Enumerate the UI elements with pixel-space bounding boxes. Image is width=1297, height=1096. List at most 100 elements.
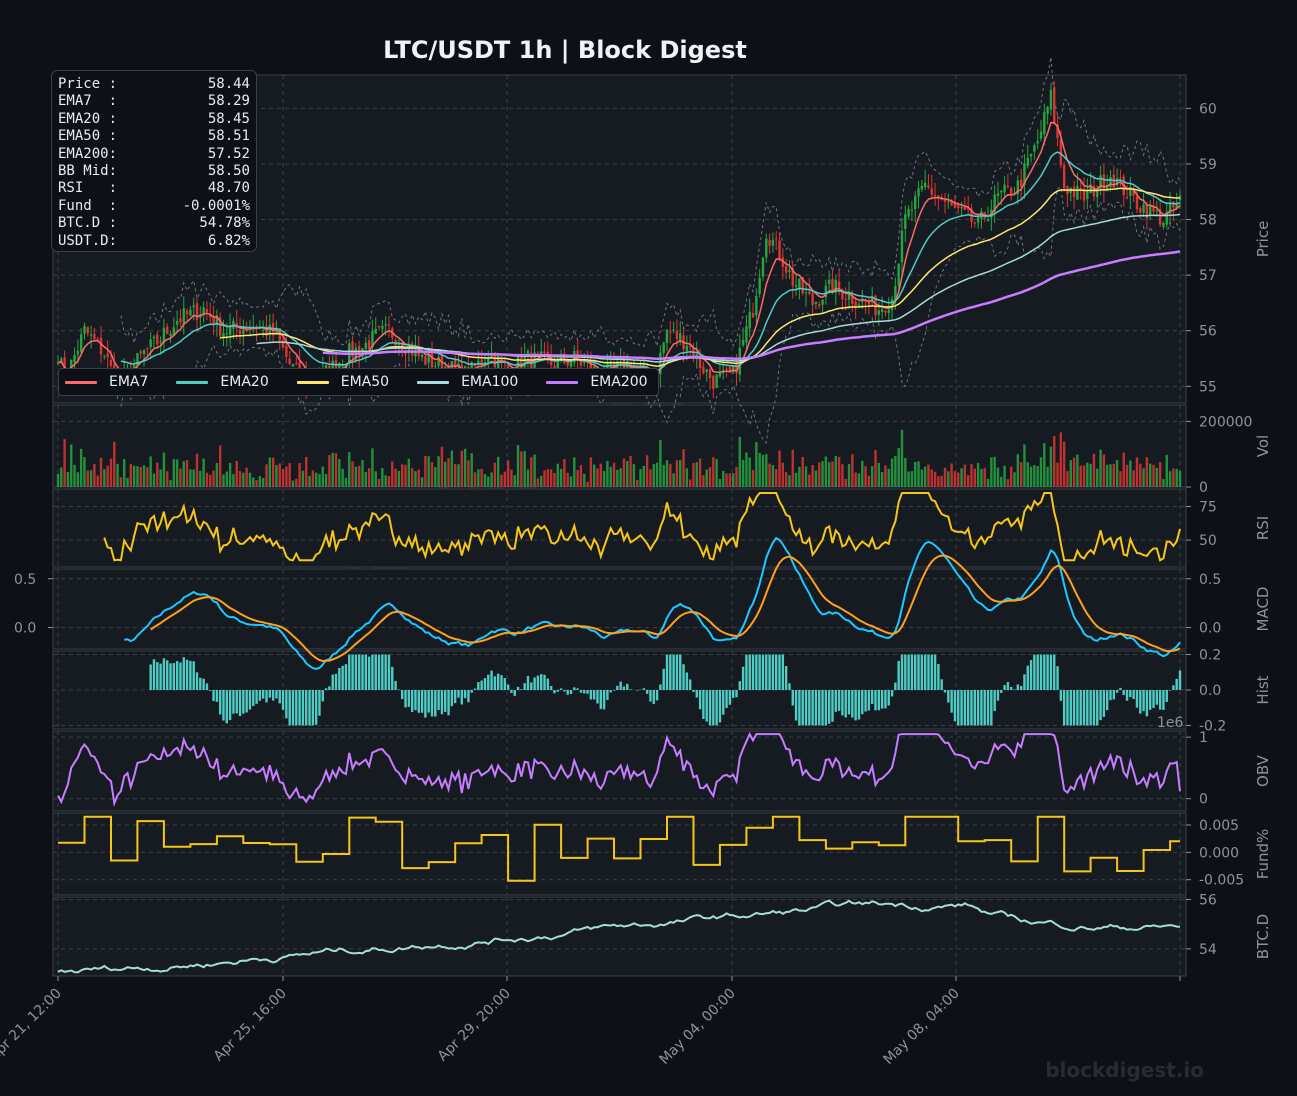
volume-bar <box>496 456 500 487</box>
hist-bar <box>450 690 454 707</box>
volume-bar <box>344 477 348 487</box>
candle-body <box>536 352 540 354</box>
hist-bar <box>718 690 722 723</box>
candle-body <box>705 369 708 372</box>
hist-bar <box>175 661 179 690</box>
candle-body <box>549 357 553 365</box>
volume-bar <box>771 464 775 487</box>
hist-bar <box>202 678 205 690</box>
hist-bar <box>262 690 265 699</box>
volume-bar <box>1043 443 1046 487</box>
hist-bar <box>275 690 278 699</box>
hist-bar <box>215 690 219 702</box>
hist-bar <box>771 654 775 690</box>
volume-bar <box>549 469 553 487</box>
candle-body <box>1046 107 1049 115</box>
volume-bar <box>139 467 142 487</box>
hist-bar <box>794 690 798 721</box>
hist-bar <box>937 663 940 690</box>
candle-body <box>788 270 791 273</box>
volume-bar <box>765 454 768 487</box>
hist-bar <box>791 690 794 706</box>
candle-body <box>834 279 837 293</box>
hist-bar <box>904 654 907 690</box>
volume-bar <box>1099 449 1102 487</box>
candle-body <box>870 296 874 303</box>
volume-bar <box>622 458 626 487</box>
hist-bar <box>1129 690 1132 698</box>
candle-body <box>430 351 434 368</box>
candle-body <box>1135 196 1139 210</box>
candle-body <box>526 350 530 355</box>
volume-bar <box>427 456 430 487</box>
hist-bar <box>457 690 460 698</box>
volume-bar <box>129 463 133 487</box>
volume-bar <box>735 466 738 487</box>
axis-label: Hist <box>1254 675 1272 704</box>
candle-body <box>755 296 758 316</box>
candle-body <box>152 336 156 339</box>
volume-bar <box>543 470 546 487</box>
volume-bar <box>748 457 751 487</box>
volume-bar <box>1056 462 1059 487</box>
hist-bar <box>334 673 338 690</box>
hist-bar <box>592 690 596 700</box>
hist-bar <box>857 690 861 720</box>
volume-bar <box>1102 454 1106 487</box>
volume-bar <box>490 472 493 487</box>
candle-body <box>1102 174 1106 191</box>
hist-bar <box>414 690 417 711</box>
stat-row: EMA50 : 58.51 <box>58 128 250 145</box>
hist-bar <box>185 659 189 690</box>
legend-item: EMA7 <box>65 374 148 390</box>
volume-bar <box>321 466 324 487</box>
candle-body <box>427 353 430 363</box>
volume-bar <box>798 466 801 487</box>
hist-bar <box>1172 685 1175 690</box>
hist-bar <box>596 690 599 704</box>
candle-body <box>1152 205 1155 212</box>
hist-bar <box>1086 690 1089 726</box>
volume-bar <box>1149 463 1152 487</box>
hist-bar <box>983 690 986 726</box>
volume-bar <box>775 469 778 487</box>
candle-body <box>480 359 483 365</box>
hist-bar <box>354 654 358 690</box>
candle-body <box>473 364 477 367</box>
candle-body <box>275 329 278 333</box>
volume-bar <box>199 470 202 487</box>
volume-bar <box>520 451 523 487</box>
volume-bar <box>897 448 900 487</box>
x-tick-label: Apr 25, 16:00 <box>211 986 290 1065</box>
hist-bar <box>722 690 725 715</box>
candle-body <box>1019 179 1023 187</box>
volume-bar <box>927 464 930 487</box>
candle-body <box>523 356 526 368</box>
hist-bar <box>490 670 493 690</box>
volume-bar <box>649 469 652 487</box>
hist-bar <box>1059 690 1063 701</box>
volume-bar <box>546 469 550 487</box>
hist-bar <box>232 690 235 714</box>
candle-body <box>1043 112 1046 135</box>
hist-bar <box>549 686 553 690</box>
hist-bar <box>391 666 394 690</box>
volume-bar <box>136 466 139 487</box>
volume-bar <box>1062 441 1066 487</box>
volume-bar <box>854 472 857 487</box>
volume-bar <box>493 462 497 487</box>
candle-body <box>900 230 904 263</box>
volume-bar <box>156 462 159 487</box>
stat-label: EMA200: <box>58 145 118 162</box>
candle-body <box>698 353 702 369</box>
hist-bar <box>963 690 967 726</box>
y-tick-label: 57 <box>1199 268 1217 284</box>
axis-label: OBV <box>1254 754 1272 787</box>
hist-bar <box>910 654 914 690</box>
hist-bar <box>295 690 298 726</box>
hist-bar <box>784 666 788 690</box>
candle-body <box>923 183 927 188</box>
candle-body <box>1016 180 1020 195</box>
stat-value: 6.82% <box>207 232 250 249</box>
candle-body <box>708 369 712 378</box>
